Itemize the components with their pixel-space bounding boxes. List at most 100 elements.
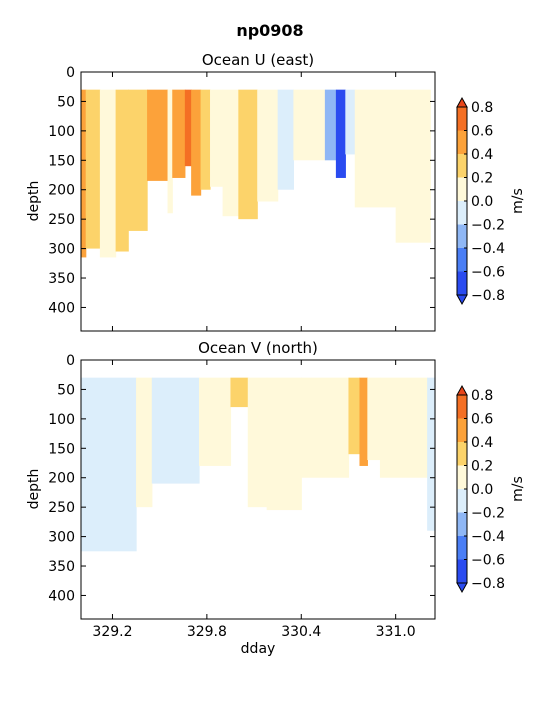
- colorbar-band: [457, 201, 467, 225]
- colorbar-tick-label: 0.2: [471, 171, 493, 187]
- data-cell: [335, 89, 346, 178]
- colorbar-band: [457, 395, 467, 419]
- colorbar-band: [457, 418, 467, 442]
- colorbar-tick-label: 0.8: [471, 100, 493, 116]
- data-cell: [359, 377, 368, 466]
- data-cell: [293, 89, 326, 161]
- colorbar-extend-max: [456, 384, 468, 396]
- colorbar-tick-label: 0.6: [471, 124, 493, 140]
- data-cell: [395, 89, 431, 243]
- colorbar-band: [457, 536, 467, 560]
- x-tick-label: 330.4: [281, 624, 321, 640]
- data-cell: [238, 89, 258, 220]
- data-cell: [222, 89, 239, 217]
- colorbar-tick-label: −0.8: [471, 288, 505, 304]
- data-cell: [136, 377, 153, 508]
- y-tick-label: 100: [48, 124, 75, 140]
- data-cell: [167, 89, 173, 214]
- y-tick-label: 200: [48, 471, 75, 487]
- y-tick-label: 0: [66, 353, 75, 369]
- x-tick-label: 329.8: [187, 624, 227, 640]
- colorbar-tick-label: −0.8: [471, 576, 505, 592]
- data-cell: [81, 377, 137, 552]
- colorbar-band: [457, 559, 467, 583]
- data-cell: [345, 89, 356, 155]
- data-cell: [184, 89, 192, 167]
- colorbar-tick-label: −0.6: [471, 553, 505, 569]
- plot-area: 0 50 100 150 200 250 300 350 400 329.2 329.8 330.4 3…: [48, 353, 436, 640]
- data-cell: [230, 377, 249, 408]
- colorbar-band: [457, 107, 467, 131]
- y-tick-label: 300: [48, 242, 75, 258]
- y-axis-label: depth: [26, 181, 42, 222]
- y-axis-label: depth: [26, 469, 42, 510]
- data-cell: [85, 89, 101, 249]
- colorbar-label: m/s: [510, 188, 526, 214]
- data-cell: [200, 89, 211, 190]
- data-cell: [367, 377, 381, 461]
- colorbar-band: [457, 512, 467, 536]
- colorbar-tick-label: −0.6: [471, 265, 505, 281]
- y-tick-label: 250: [48, 212, 75, 228]
- colorbar-extend-min: [456, 582, 468, 594]
- colorbar-band: [457, 130, 467, 154]
- panel-title: Ocean U (east): [202, 51, 314, 69]
- data-cell: [210, 89, 224, 187]
- y-tick-label: 350: [48, 559, 75, 575]
- panel-title: Ocean V (north): [198, 339, 318, 357]
- panel-ocean-v: Ocean V (north) depth dday m/s 0 50 100 150…: [26, 339, 526, 657]
- data-cell: [301, 377, 350, 478]
- data-cell: [81, 89, 87, 258]
- plot-area: 0 50 100 150 200 250 300 350 400: [48, 65, 436, 332]
- data-cell: [324, 89, 337, 161]
- figure-title: np0908: [236, 21, 303, 40]
- data-cell: [348, 377, 361, 455]
- colorbar-band: [457, 154, 467, 178]
- panel-ocean-u: Ocean U (east) depth m/s 0 50 100 150 200 250…: [26, 51, 526, 332]
- colorbar-tick-label: 0.2: [471, 459, 493, 475]
- data-cell: [147, 89, 169, 181]
- colorbar-label: m/s: [510, 476, 526, 502]
- y-tick-label: 50: [57, 382, 75, 398]
- data-cell: [191, 89, 202, 196]
- y-tick-label: 0: [66, 65, 75, 81]
- y-tick-label: 150: [48, 441, 75, 457]
- data-cell: [128, 89, 148, 231]
- data-cell: [172, 89, 186, 178]
- data-cell: [99, 89, 117, 258]
- colorbar-extend-max: [456, 96, 468, 108]
- data-cell: [277, 89, 294, 190]
- y-tick-label: 50: [57, 94, 75, 110]
- colorbar: 0.8 0.6 0.4 0.2 0.0 −0.2 −0.4 −0.6 −0.8: [456, 96, 505, 306]
- colorbar-tick-label: −0.2: [471, 506, 505, 522]
- y-tick-label: 400: [48, 588, 75, 604]
- colorbar-tick-label: 0.4: [471, 147, 493, 163]
- colorbar-band: [457, 465, 467, 489]
- y-tick-label: 150: [48, 153, 75, 169]
- colorbar-tick-label: −0.2: [471, 218, 505, 234]
- colorbar-tick-label: 0.8: [471, 388, 493, 404]
- y-tick-label: 350: [48, 271, 75, 287]
- y-tick-label: 300: [48, 530, 75, 546]
- colorbar-tick-label: 0.0: [471, 482, 493, 498]
- colorbar-band: [457, 248, 467, 272]
- colorbar-band: [457, 224, 467, 248]
- colorbar-tick-label: 0.6: [471, 412, 493, 428]
- colorbar-tick-label: −0.4: [471, 529, 505, 545]
- y-tick-label: 200: [48, 183, 75, 199]
- colorbar-tick-label: 0.4: [471, 435, 493, 451]
- colorbar-band: [457, 271, 467, 295]
- data-cell: [257, 89, 279, 202]
- data-cell: [354, 89, 397, 208]
- data-cell: [266, 377, 302, 511]
- colorbar-band: [457, 489, 467, 513]
- data-cell: [199, 377, 232, 466]
- x-tick-label: 329.2: [92, 624, 132, 640]
- data-cell: [247, 377, 268, 508]
- data-cell: [427, 377, 436, 531]
- y-tick-label: 400: [48, 300, 75, 316]
- colorbar-band: [457, 442, 467, 466]
- data-cell: [151, 377, 200, 484]
- x-axis-label: dday: [241, 641, 276, 657]
